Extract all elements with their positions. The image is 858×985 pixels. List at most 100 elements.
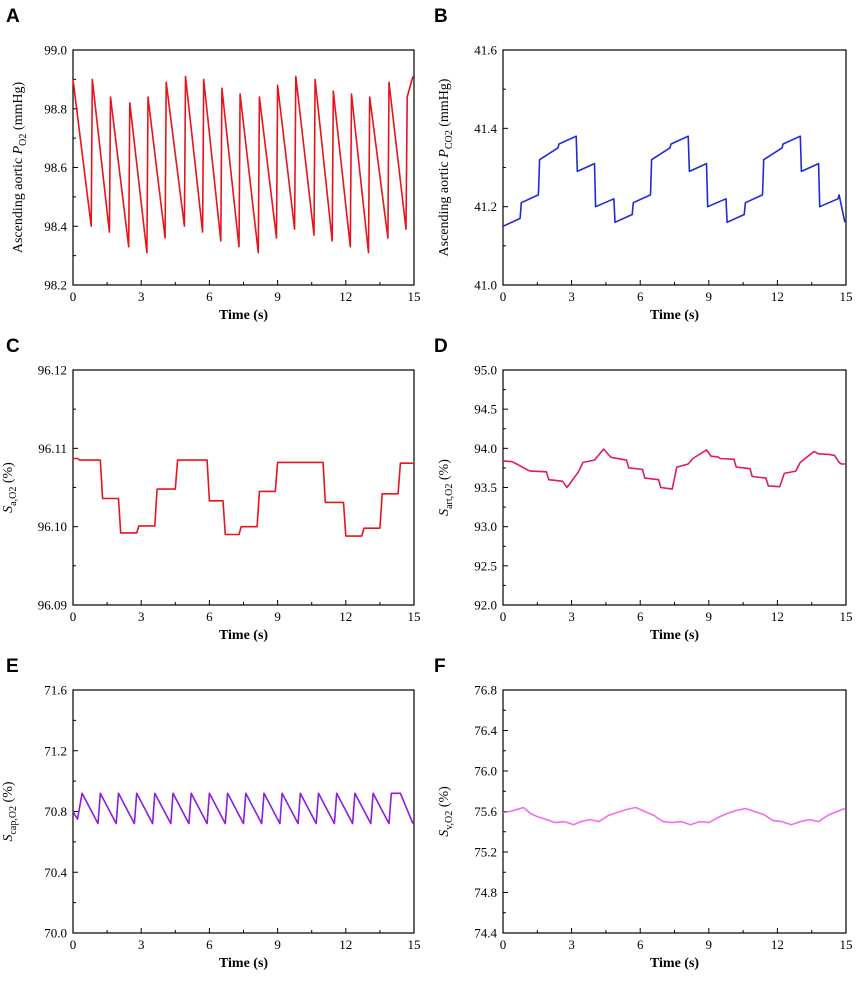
x-tick-label-e-5: 15: [408, 937, 421, 952]
x-axis-title-e: Time (s): [219, 956, 268, 971]
x-tick-label-a-0: 0: [70, 289, 77, 304]
x-tick-label-d-0: 0: [500, 609, 507, 624]
y-tick-label-f-1: 74.8: [474, 885, 497, 900]
axes-frame-a: [72, 49, 415, 286]
panel-letter-b: B: [434, 6, 448, 27]
y-axis-title-symbol-f: S: [437, 830, 452, 837]
y-axis-title-d: Sart,O2 (%): [437, 459, 455, 516]
y-tick-label-e-0: 70.0: [44, 926, 67, 941]
panel-letter-f: F: [434, 656, 446, 677]
axes-frame-b: [502, 49, 847, 286]
y-tick-label-f-5: 76.4: [474, 723, 497, 738]
x-tick-label-c-2: 6: [206, 609, 213, 624]
y-axis-title-a: Ascending aortic PO2 (mmHg): [11, 82, 29, 254]
panel-letter-a: A: [6, 6, 20, 27]
y-axis-title-symbol-d: S: [437, 509, 452, 516]
y-axis-title-b: Ascending aortic PCO2 (mmHg): [437, 78, 455, 256]
x-tick-label-b-5: 15: [840, 289, 853, 304]
x-tick-label-f-4: 12: [771, 937, 784, 952]
series-line-d-0: [502, 448, 845, 490]
y-tick-label-d-0: 92.0: [474, 598, 497, 613]
panel-letter-e: E: [6, 656, 19, 677]
panel-letter-d: D: [434, 336, 448, 357]
y-tick-label-c-1: 96.10: [38, 519, 67, 534]
axes-frame-c: [72, 369, 415, 606]
series-line-a-0: [72, 75, 414, 254]
series-line-f-0: [502, 806, 846, 826]
x-tick-label-a-3: 9: [274, 289, 281, 304]
x-tick-label-e-4: 12: [339, 937, 352, 952]
y-axis-title-prefix-a: Ascending aortic: [11, 154, 26, 253]
y-axis-title-prefix-b: Ascending aortic: [437, 158, 452, 257]
y-axis-title-subscript-f: v,O2: [444, 811, 455, 830]
y-tick-label-a-4: 99.0: [44, 43, 67, 58]
axes-frame-f: [502, 689, 847, 934]
x-axis-title-c: Time (s): [219, 628, 268, 643]
y-axis-title-subscript-b: CO2: [444, 130, 455, 149]
y-axis-title-suffix-b: (mmHg): [437, 78, 452, 130]
y-tick-label-f-2: 75.2: [474, 845, 497, 860]
y-tick-label-f-4: 76.0: [474, 764, 497, 779]
y-tick-label-a-2: 98.6: [44, 160, 67, 175]
y-axis-title-f: Sv,O2 (%): [437, 786, 455, 837]
panel-e: E 0 3 6 9 12 15 70.0 70.4 70.8 71.2 71.6 Time (s) Sca…: [1, 656, 421, 971]
y-tick-label-b-3: 41.6: [474, 43, 497, 58]
x-axis-title-f: Time (s): [650, 956, 699, 971]
x-tick-label-f-3: 9: [706, 937, 713, 952]
panel-f: F 0 3 6 9 12 15 74.4 74.8 75.2 75.6 76.0 76.4 76.8 Tim…: [434, 656, 853, 971]
x-tick-label-c-4: 12: [339, 609, 352, 624]
panel-letter-c: C: [6, 336, 20, 357]
y-axis-title-suffix-c: (%): [1, 462, 16, 487]
x-tick-label-a-2: 6: [206, 289, 213, 304]
x-tick-label-e-0: 0: [70, 937, 77, 952]
y-axis-title-subscript-a: O2: [18, 134, 29, 146]
y-tick-label-d-3: 93.5: [474, 480, 497, 495]
y-tick-label-c-2: 96.11: [38, 441, 67, 456]
y-tick-label-e-1: 70.4: [44, 865, 67, 880]
y-tick-label-f-6: 76.8: [474, 683, 497, 698]
x-tick-label-b-1: 3: [568, 289, 575, 304]
x-axis-title-a: Time (s): [219, 308, 268, 323]
x-tick-label-b-0: 0: [500, 289, 507, 304]
panel-b: B 0 3 6 9 12 15 41.0 41.2 41.4 41.6 Time (s) Ascendi…: [434, 6, 853, 323]
axes-frame-e: [72, 689, 415, 934]
x-tick-label-e-1: 3: [138, 937, 145, 952]
y-tick-label-d-5: 94.5: [474, 402, 497, 417]
x-tick-label-a-5: 15: [408, 289, 421, 304]
x-tick-label-c-3: 9: [274, 609, 281, 624]
x-tick-label-c-1: 3: [138, 609, 145, 624]
y-axis-title-suffix-d: (%): [437, 459, 452, 484]
y-tick-label-f-0: 74.4: [474, 926, 497, 941]
x-tick-label-f-5: 15: [840, 937, 853, 952]
y-tick-label-a-1: 98.4: [44, 219, 67, 234]
x-tick-label-f-2: 6: [637, 937, 644, 952]
x-tick-label-e-3: 9: [274, 937, 281, 952]
y-axis-title-suffix-e: (%): [1, 781, 16, 806]
y-tick-label-c-3: 96.12: [38, 363, 67, 378]
y-tick-label-b-1: 41.2: [474, 199, 497, 214]
y-axis-title-suffix-a: (mmHg): [11, 82, 26, 134]
x-tick-label-b-2: 6: [637, 289, 644, 304]
y-axis-title-symbol-e: S: [1, 835, 16, 842]
x-tick-label-d-1: 3: [568, 609, 575, 624]
x-tick-label-a-4: 12: [339, 289, 352, 304]
y-axis-title-subscript-c: a,O2: [8, 487, 19, 506]
series-line-c-0: [73, 457, 413, 537]
x-tick-label-e-2: 6: [206, 937, 213, 952]
y-axis-title-subscript-d: art,O2: [444, 484, 455, 509]
x-axis-title-d: Time (s): [650, 628, 699, 643]
x-tick-label-a-1: 3: [138, 289, 145, 304]
y-axis-title-subscript-e: cap,O2: [8, 806, 19, 835]
y-axis-title-e: Scap,O2 (%): [1, 781, 19, 841]
y-tick-label-f-3: 75.6: [474, 804, 497, 819]
x-tick-label-d-2: 6: [637, 609, 644, 624]
panel-a: A 0 3 6 9 12 15 98.2 98.4 98.6 98.8 99.0 Time (s) Asc…: [6, 6, 421, 323]
y-axis-title-symbol-c: S: [1, 506, 16, 513]
y-axis-title-suffix-f: (%): [437, 786, 452, 811]
x-tick-label-c-0: 0: [70, 609, 77, 624]
y-tick-label-d-4: 94.0: [474, 441, 497, 456]
x-tick-label-c-5: 15: [408, 609, 421, 624]
y-tick-label-a-3: 98.8: [44, 101, 67, 116]
series-line-b-0: [502, 135, 846, 228]
